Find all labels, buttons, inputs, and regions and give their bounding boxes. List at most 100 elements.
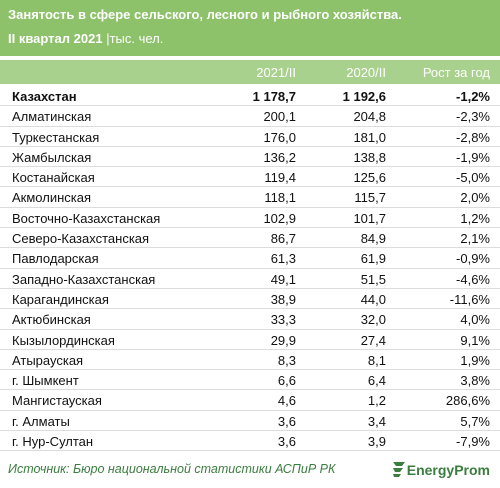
table-row: Западно-Казахстанская 49,1 51,5 -4,6% <box>0 269 500 289</box>
column-label: 2020/II <box>346 65 386 80</box>
cell: 2,1% <box>460 231 490 247</box>
table-row: Атырауская 8,3 8,1 1,9% <box>0 350 500 371</box>
cell: 44,0 <box>360 291 386 307</box>
cell: 181,0 <box>353 129 386 145</box>
cell: 1,2 <box>367 393 386 409</box>
subtitle: II квартал 2021 |тыс. чел. <box>8 31 163 46</box>
cell: 204,8 <box>353 109 386 125</box>
region: Костанайская <box>12 170 95 186</box>
cell: 4,0% <box>460 312 490 328</box>
cell: 3,9 <box>367 434 386 450</box>
region: г. Нур-Султан <box>12 434 94 450</box>
cell: 6,6 <box>277 373 296 389</box>
cell: 8,3 <box>277 352 296 368</box>
table-body: Казахстан 1 178,7 1 192,6 -1,2% Алматинская 2… <box>0 86 500 452</box>
cell: 3,6 <box>277 413 296 429</box>
region: Павлодарская <box>12 251 99 267</box>
region: Восточно-Казахстанская <box>12 210 161 226</box>
cell: 84,9 <box>360 231 386 247</box>
cell: 61,3 <box>270 251 296 267</box>
cell: -2,8% <box>456 129 490 145</box>
table-row: Алматинская 200,1 204,8 -2,3% <box>0 106 500 127</box>
cell: 286,6% <box>445 393 490 409</box>
cell: 176,0 <box>263 129 296 145</box>
header: Занятость в сфере сельского, лесного и р… <box>0 0 500 56</box>
region: г. Шымкент <box>12 373 79 389</box>
table-row: Северо-Казахстанская 86,7 84,9 2,1% <box>0 228 500 249</box>
cell: -11,6% <box>449 291 490 307</box>
logo: EnergyProm <box>391 460 490 478</box>
cell: 138,8 <box>353 149 386 165</box>
unit: |тыс. чел. <box>106 31 164 46</box>
region: Северо-Казахстанская <box>12 231 150 247</box>
cell: -1,2% <box>456 89 490 104</box>
region: Кызылординская <box>12 332 115 348</box>
column-label: 2021/II <box>256 65 296 80</box>
region: Западно-Казахстанская <box>12 271 156 287</box>
cell: 118,1 <box>264 190 296 206</box>
table-row: Жамбылская 136,2 138,8 -1,9% <box>0 147 500 168</box>
cell: 125,6 <box>353 170 386 186</box>
cell: 5,7% <box>460 413 490 429</box>
cell: 33,3 <box>270 312 296 328</box>
table-row: Павлодарская 61,3 61,9 -0,9% <box>0 248 500 269</box>
period: II квартал 2021 <box>8 31 103 46</box>
cell: 1 178,7 <box>252 89 296 104</box>
cell: 3,8% <box>460 373 490 389</box>
table-row: Костанайская 119,4 125,6 -5,0% <box>0 167 500 188</box>
cell: 3,6 <box>277 434 296 450</box>
cell: 51,5 <box>360 271 386 287</box>
region: Мангистауская <box>12 393 102 409</box>
cell: 8,1 <box>367 352 386 368</box>
region: Атырауская <box>12 352 84 368</box>
cell: 27,4 <box>360 332 386 348</box>
region: Карагандинская <box>12 291 109 307</box>
table-row: Актюбинская 33,3 32,0 4,0% <box>0 309 500 330</box>
logo-text: EnergyProm <box>406 462 490 478</box>
cell: 49,1 <box>270 271 296 287</box>
table-row: Туркестанская 176,0 181,0 -2,8% <box>0 127 500 147</box>
title: Занятость в сфере сельского, лесного и р… <box>8 7 402 22</box>
region: г. Алматы <box>12 413 70 429</box>
cell: -4,6% <box>456 271 490 287</box>
cell: 115,7 <box>354 190 386 206</box>
cell: 9,1% <box>460 332 490 348</box>
cell: 101,7 <box>353 210 386 226</box>
cell: -2,3% <box>456 109 490 125</box>
column-header: 2021/II 2020/II Рост за год <box>0 60 500 84</box>
cell: 1 192,6 <box>342 89 386 104</box>
column-label: Рост за год <box>422 65 490 80</box>
cell: 6,4 <box>367 373 386 389</box>
cell: 29,9 <box>270 332 296 348</box>
region: Туркестанская <box>12 129 100 145</box>
region: Алматинская <box>12 109 92 125</box>
table-row: Акмолинская 118,1 115,7 2,0% <box>0 187 500 208</box>
table-row: Мангистауская 4,6 1,2 286,6% <box>0 390 500 411</box>
region: Казахстан <box>12 89 77 104</box>
region: Жамбылская <box>12 149 92 165</box>
cell: 61,9 <box>360 251 386 267</box>
table-row: г. Нур-Султан 3,6 3,9 -7,9% <box>0 431 500 452</box>
table-row: Казахстан 1 178,7 1 192,6 -1,2% <box>0 86 500 107</box>
cell: 38,9 <box>270 291 296 307</box>
footer: Источник: Бюро национальной статистики А… <box>0 452 500 488</box>
cell: 1,9% <box>460 352 490 368</box>
cell: 4,6 <box>277 393 296 409</box>
cell: -0,9% <box>456 251 490 267</box>
region: Актюбинская <box>12 312 91 328</box>
cell: 119,4 <box>264 170 296 186</box>
table-row: г. Алматы 3,6 3,4 5,7% <box>0 411 500 432</box>
cell: -1,9% <box>456 149 490 165</box>
cell: 32,0 <box>360 312 386 328</box>
cell: 102,9 <box>263 210 296 226</box>
region: Акмолинская <box>12 190 92 206</box>
cell: 86,7 <box>270 231 296 247</box>
table-row: Восточно-Казахстанская 102,9 101,7 1,2% <box>0 208 500 229</box>
cell: -5,0% <box>456 170 490 186</box>
cell: -7,9% <box>456 434 490 450</box>
cell: 2,0% <box>460 190 490 206</box>
table-row: г. Шымкент 6,6 6,4 3,8% <box>0 370 500 391</box>
source: Источник: Бюро национальной статистики А… <box>8 462 336 476</box>
logo-icon <box>392 462 405 477</box>
